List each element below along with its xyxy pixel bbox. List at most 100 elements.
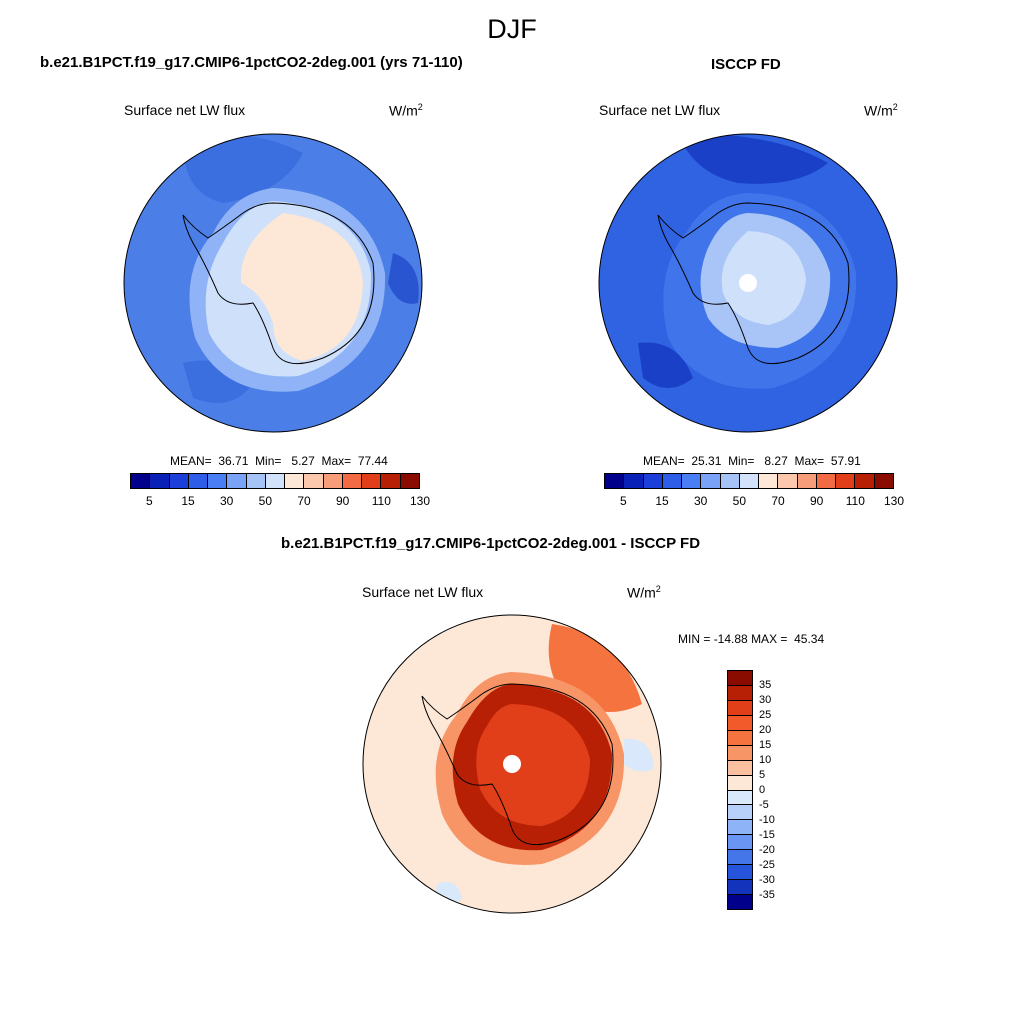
model-colorbar-swatch [304,474,324,488]
diff-colorbar-swatch [728,790,752,806]
obs-colorbar-swatch [778,474,798,488]
model-colorbar-tick-label: 30 [219,494,234,508]
model-ice-sheet [240,213,363,361]
diff-colorbar-swatch [728,715,752,731]
diff-colorbar-tick-label: -25 [759,859,775,871]
obs-colorbar-tick-label: 130 [883,494,905,508]
obs-colorbar-tick-label: 5 [619,494,627,508]
obs-colorbar [604,473,894,489]
obs-colorbar-tick-label: 50 [732,494,747,508]
diff-panel-title: b.e21.B1PCT.f19_g17.CMIP6-1pctCO2-2deg.0… [281,535,701,552]
diff-colorbar-tick-label: 10 [759,754,772,766]
model-colorbar-swatch [150,474,170,488]
obs-dark-patch [638,342,693,388]
model-colorbar-swatch [169,474,189,488]
diff-colorbar-swatch [728,805,752,821]
obs-colorbar-swatch [759,474,779,488]
obs-colorbar-swatch [816,474,837,488]
obs-pole-hole [739,274,757,292]
model-colorbar-swatch [265,474,286,488]
obs-colorbar-swatch [605,474,625,488]
model-colorbar-swatch [208,474,228,488]
diff-units-label: W/m2 [627,584,661,601]
diff-colorbar-tick-label: 20 [759,724,772,736]
diff-colorbar-swatch [728,895,752,909]
model-colorbar-swatch [188,474,209,488]
obs-colorbar-swatch [624,474,644,488]
model-colorbar-swatch [400,474,419,488]
diff-variable-label: Surface net LW flux [362,584,484,600]
diff-colorbar-tick-label: 35 [759,679,772,691]
model-colorbar-tick-label: 90 [335,494,350,508]
model-colorbar-tick-label: 5 [145,494,153,508]
obs-colorbar-tick-label: 110 [845,494,865,508]
model-panel-title: b.e21.B1PCT.f19_g17.CMIP6-1pctCO2-2deg.0… [40,54,463,71]
model-variable-label: Surface net LW flux [124,102,246,118]
diff-colorbar-tick-label: 5 [759,769,766,781]
diff-colorbar-swatch [728,700,752,716]
obs-coastline [657,202,850,365]
model-colorbar-swatch [362,474,382,488]
obs-colorbar-tick-label: 30 [693,494,708,508]
model-colorbar-ticks: 5 15 30 50 70 90 110 130 [130,494,430,510]
model-colorbar-swatch [285,474,305,488]
obs-colorbar-swatch [662,474,683,488]
diff-colorbar-tick-label: 0 [759,784,766,796]
diff-coastline [421,683,614,846]
diff-colorbar-tick-label: -15 [759,829,775,841]
model-colorbar-tick-label: 110 [371,494,391,508]
obs-dark-patch [678,134,828,184]
diff-colorbar-swatch [728,880,752,896]
diff-colorbar-labels: 35 30 25 20 15 10 5 0 -5 -10 -15 -20 -25 -30 -35 [759,670,799,910]
obs-polar-map [598,133,898,433]
model-colorbar-swatch [227,474,247,488]
model-colorbar-tick-label: 15 [181,494,195,508]
diff-colorbar-swatch [728,775,752,791]
obs-units-label: W/m2 [864,102,898,119]
obs-colorbar-swatch [682,474,702,488]
diff-colorbar-tick-label: 15 [759,739,772,751]
obs-colorbar-swatch [701,474,721,488]
diff-colorbar-swatch [728,835,752,851]
model-dark-patch [388,253,419,304]
obs-colorbar-ticks: 5 15 30 50 70 90 110 130 [604,494,904,510]
obs-colorbar-swatch [797,474,817,488]
obs-interior [721,231,806,325]
diff-pole-hole [503,755,521,773]
diff-colorbar-tick-label: -10 [759,814,775,826]
diff-colorbar-tick-label: -20 [759,844,775,856]
model-colorbar-swatch [342,474,363,488]
obs-stats-line: MEAN= 25.31 Min= 8.27 Max= 57.91 [643,454,861,468]
diff-colorbar-swatch [728,760,752,776]
obs-colorbar-tick-label: 15 [655,494,669,508]
diff-blue-patch [624,738,654,772]
diff-colorbar-swatch [728,745,752,761]
obs-colorbar-swatch [720,474,740,488]
obs-colorbar-swatch [643,474,663,488]
obs-colorbar-swatch [874,474,893,488]
obs-colorbar-swatch [855,474,875,488]
model-dark-patch [183,135,303,203]
diff-colorbar-swatch [728,850,752,866]
model-colorbar [130,473,420,489]
obs-variable-label: Surface net LW flux [599,102,721,118]
model-colorbar-tick-label: 70 [297,494,311,508]
obs-colorbar-swatch [836,474,856,488]
obs-colorbar-swatch [739,474,760,488]
diff-colorbar-tick-label: -35 [759,889,775,901]
diff-polar-map [362,614,662,914]
model-colorbar-swatch [246,474,266,488]
diff-colorbar-swatch [728,865,752,881]
diff-colorbar-tick-label: -5 [759,799,769,811]
season-title: DJF [487,14,537,44]
obs-panel-title: ISCCP FD [711,56,781,73]
model-colorbar-tick-label: 50 [258,494,273,508]
obs-colorbar-tick-label: 70 [771,494,785,508]
diff-colorbar-tick-label: 25 [759,709,772,721]
diff-colorbar-swatch [728,685,752,701]
diff-minmax-label: MIN = -14.88 MAX = 45.34 [678,632,825,646]
model-stats-line: MEAN= 36.71 Min= 5.27 Max= 77.44 [170,454,388,468]
obs-colorbar-tick-label: 90 [809,494,824,508]
diff-colorbar [727,670,753,910]
diff-colorbar-tick-label: 30 [759,694,772,706]
